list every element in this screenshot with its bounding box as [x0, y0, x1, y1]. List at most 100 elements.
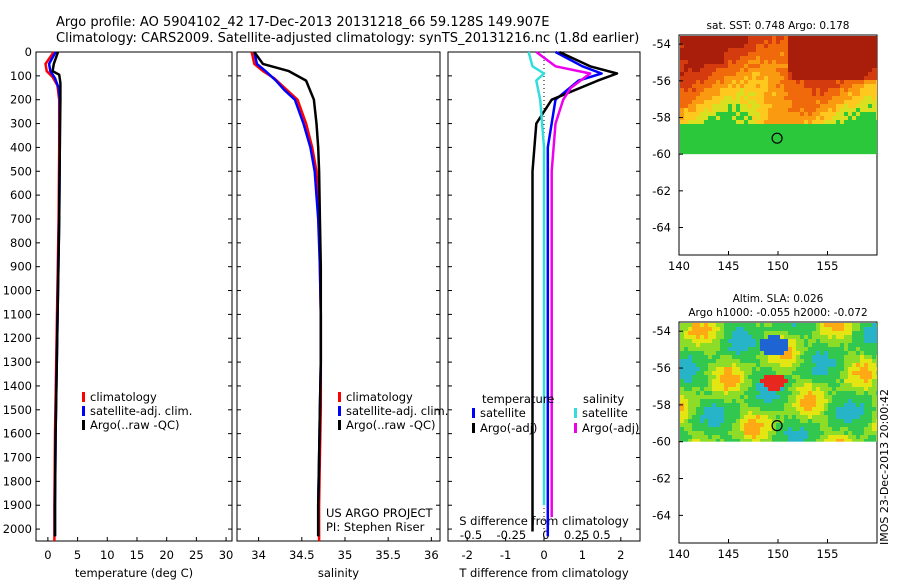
map-cell: [704, 367, 708, 371]
map-cell: [832, 375, 836, 379]
map-cell: [804, 323, 808, 327]
map-cell: [732, 84, 736, 88]
map-cell: [680, 411, 684, 415]
map-cell: [788, 367, 792, 371]
map-cell: [776, 395, 780, 399]
map-cell: [856, 347, 860, 351]
map-cell: [872, 375, 876, 379]
map-cell: [844, 52, 848, 56]
x-tick-label: 35: [338, 548, 353, 562]
map-cell: [736, 375, 740, 379]
map-cell: [708, 375, 712, 379]
map-cell: [684, 108, 688, 112]
map-cell: [868, 36, 872, 40]
map-cell: [876, 359, 877, 363]
map-cell: [704, 419, 708, 423]
map-cell: [720, 128, 724, 132]
map-cell: [688, 56, 692, 60]
map-cell: [816, 72, 820, 76]
map-cell: [856, 391, 860, 395]
map-cell: [876, 387, 877, 391]
map-cell: [812, 355, 816, 359]
map-cell: [740, 104, 744, 108]
map-cell: [804, 343, 808, 347]
map-cell: [800, 124, 804, 128]
map-cell: [740, 88, 744, 92]
map-cell: [684, 128, 688, 132]
map-cell: [824, 339, 828, 343]
map-cell: [800, 112, 804, 116]
map-cell: [864, 120, 868, 124]
map-cell: [720, 355, 724, 359]
map-cell: [800, 399, 804, 403]
map-cell: [756, 387, 760, 391]
map-cell: [868, 419, 872, 423]
map-cell: [716, 96, 720, 100]
map-cell: [808, 68, 812, 72]
map-cell: [848, 399, 852, 403]
map-cell: [788, 84, 792, 88]
map-cell: [812, 132, 816, 136]
map-cell: [856, 152, 860, 155]
map-cell: [680, 367, 684, 371]
map-cell: [804, 108, 808, 112]
map-cell: [752, 407, 756, 411]
map-cell: [680, 407, 684, 411]
map-cell: [860, 375, 864, 379]
map-cell: [852, 80, 856, 84]
map-cell: [748, 112, 752, 116]
map-cell: [868, 327, 872, 331]
map-cell: [836, 76, 840, 80]
map-cell: [740, 351, 744, 355]
map-cell: [704, 355, 708, 359]
map-cell: [680, 96, 684, 100]
map-cell: [816, 379, 820, 383]
map-cell: [808, 140, 812, 144]
map-cell: [716, 68, 720, 72]
map-cell: [748, 383, 752, 387]
map-cell: [800, 148, 804, 152]
map-cell: [760, 427, 764, 431]
map-cell: [704, 387, 708, 391]
map-cell: [828, 136, 832, 140]
map-cell: [828, 403, 832, 407]
map-cell: [796, 407, 800, 411]
map-cell: [744, 96, 748, 100]
map-cell: [684, 415, 688, 419]
map-cell: [788, 88, 792, 92]
map-cell: [816, 124, 820, 128]
map-cell: [800, 403, 804, 407]
map-cell: [724, 136, 728, 140]
map-cell: [768, 152, 772, 155]
map-cell: [736, 391, 740, 395]
map-cell: [712, 439, 716, 442]
map-cell: [780, 92, 784, 96]
map-cell: [728, 64, 732, 68]
map-cell: [732, 371, 736, 375]
map-cell: [852, 40, 856, 44]
map-cell: [692, 351, 696, 355]
argo-position-marker: [771, 132, 783, 144]
map-cell: [836, 423, 840, 427]
map-cell: [812, 335, 816, 339]
map-cell: [796, 351, 800, 355]
map-cell: [780, 96, 784, 100]
map-cell: [836, 399, 840, 403]
map-cell: [788, 411, 792, 415]
map-cell: [812, 100, 816, 104]
map-cell: [852, 387, 856, 391]
map-cell: [792, 415, 796, 419]
map-cell: [832, 96, 836, 100]
map-cell: [704, 80, 708, 84]
map-cell: [828, 64, 832, 68]
map-cell: [836, 112, 840, 116]
map-cell: [716, 399, 720, 403]
map-cell: [732, 104, 736, 108]
footer-stamp: IMOS 23-Dec-2013 20:00:42: [878, 389, 891, 545]
map-cell: [736, 88, 740, 92]
map-cell: [860, 36, 864, 40]
map-cell: [772, 403, 776, 407]
map-cell: [748, 347, 752, 351]
map-cell: [812, 367, 816, 371]
